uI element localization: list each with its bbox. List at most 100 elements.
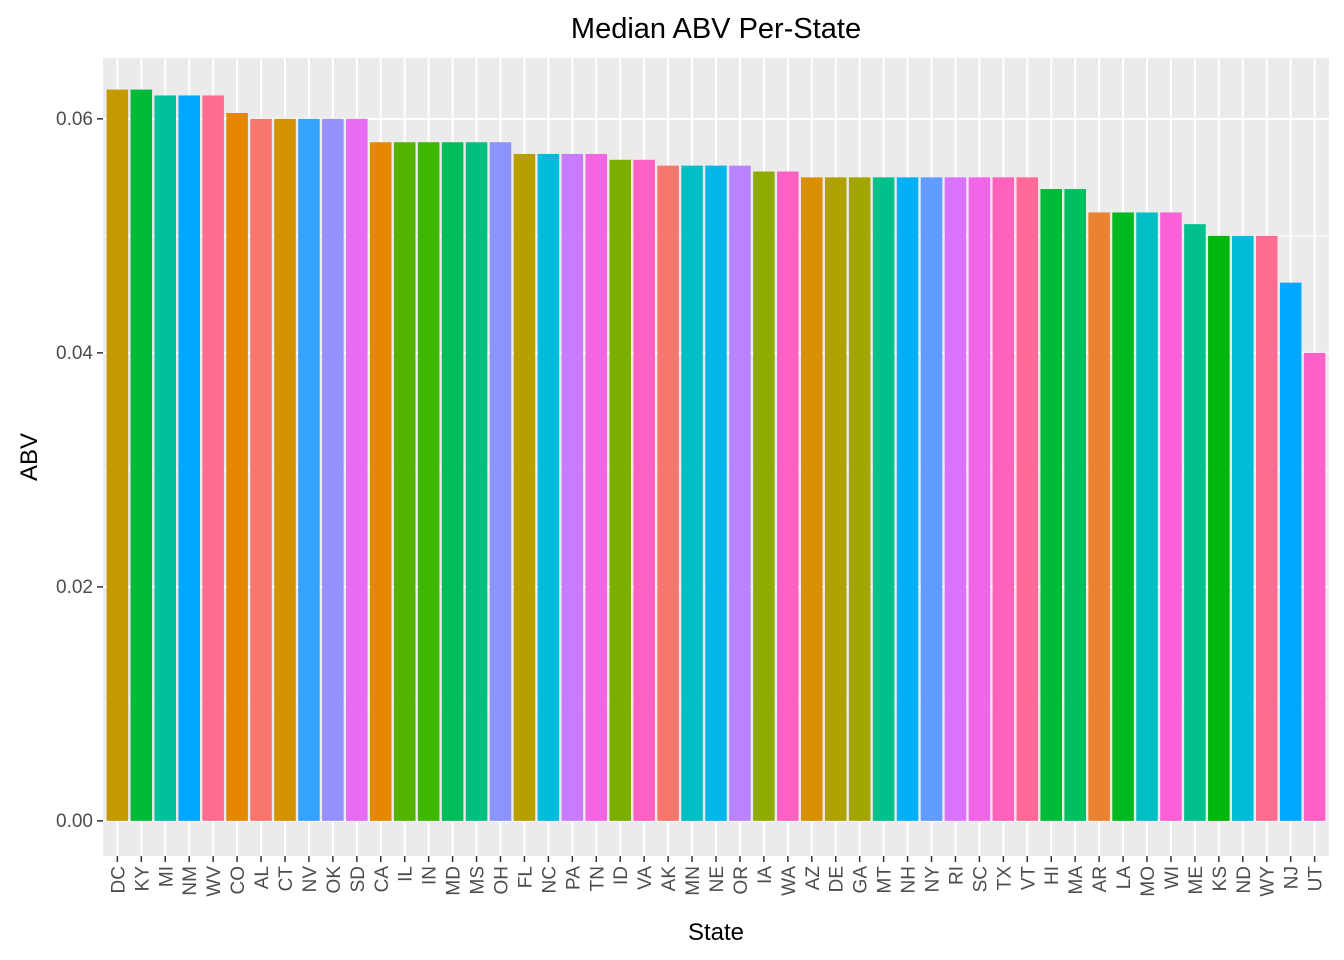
x-tick-label: PA <box>563 866 584 890</box>
bar-nc <box>537 153 560 821</box>
x-tick-label: HI <box>1042 866 1063 885</box>
x-tick-label: NE <box>707 866 728 892</box>
bar-la <box>1112 212 1134 821</box>
bar-ut <box>1303 352 1326 821</box>
y-axis: 0.00 0.02 0.04 0.06 <box>56 109 103 832</box>
x-tick-label: NJ <box>1282 866 1303 889</box>
y-tick-label: 0.04 <box>56 343 93 364</box>
bar-nd <box>1232 235 1254 821</box>
bar-va <box>633 159 655 821</box>
x-tick-label: SC <box>970 866 991 892</box>
bar-wy <box>1255 235 1278 821</box>
x-tick-label: IL <box>396 866 417 882</box>
bar-co <box>226 112 248 821</box>
x-tick-label: CO <box>228 866 249 895</box>
y-tick-label: 0.00 <box>56 811 93 832</box>
x-tick-label: WY <box>1258 866 1279 897</box>
bar-or <box>729 165 751 821</box>
bar-mn <box>681 165 703 821</box>
x-tick-label: AR <box>1090 866 1111 892</box>
x-tick-label: AK <box>659 866 680 892</box>
x-tick-label: TN <box>587 866 608 891</box>
bar-vt <box>1016 177 1039 821</box>
bar-ak <box>657 165 679 821</box>
bar-sd <box>346 118 368 821</box>
x-tick-label: VT <box>1018 866 1039 891</box>
bar-nv <box>298 118 320 821</box>
bar-dc <box>106 89 129 821</box>
x-tick-label: NM <box>180 866 201 896</box>
x-axis-title: State <box>688 919 744 946</box>
bar-mi <box>154 95 177 821</box>
bar-hi <box>1040 189 1063 821</box>
x-tick-label: MT <box>875 866 896 894</box>
bar-de <box>824 177 847 821</box>
y-axis-title: ABV <box>16 433 43 481</box>
bar-ca <box>369 142 392 821</box>
bar-mt <box>872 177 895 821</box>
x-tick-label: VA <box>635 866 656 890</box>
x-tick-label: MS <box>468 866 489 895</box>
x-tick-label: NH <box>899 866 920 893</box>
bar-nj <box>1279 282 1302 821</box>
x-tick-label: OR <box>731 866 752 895</box>
bar-ar <box>1088 212 1110 821</box>
bar-in <box>417 142 440 821</box>
bar-ct <box>274 118 296 821</box>
y-tick-label: 0.02 <box>56 577 93 598</box>
x-tick-label: AZ <box>803 866 824 891</box>
bars <box>106 89 1326 821</box>
bar-wv <box>202 95 224 821</box>
bar-ms <box>465 142 488 821</box>
bar-ky <box>130 89 153 821</box>
x-tick-label: MN <box>683 866 704 896</box>
x-tick-label: CT <box>276 866 297 892</box>
bar-ny <box>920 177 943 821</box>
x-tick-label: TX <box>994 866 1015 891</box>
bar-fl <box>513 153 536 821</box>
bar-pa <box>561 153 584 821</box>
bar-al <box>250 118 272 821</box>
x-tick-label: NC <box>539 866 560 893</box>
x-tick-label: KY <box>132 866 153 892</box>
bar-ne <box>705 165 727 821</box>
x-tick-label: RI <box>946 866 967 885</box>
x-tick-label: MD <box>444 866 465 896</box>
x-tick-label: ME <box>1186 866 1207 895</box>
x-tick-label: WV <box>204 866 225 897</box>
x-tick-label: GA <box>851 866 872 894</box>
bar-ga <box>848 177 871 821</box>
x-tick-label: MI <box>156 866 177 887</box>
x-tick-label: OK <box>324 866 345 894</box>
x-tick-label: LA <box>1114 866 1135 890</box>
bar-az <box>801 177 823 821</box>
x-tick-label: FL <box>515 866 536 888</box>
x-tick-label: CA <box>372 866 393 893</box>
x-tick-label: KS <box>1210 866 1231 891</box>
bar-ia <box>753 171 775 821</box>
x-tick-label: MO <box>1138 866 1159 897</box>
bar-ok <box>322 118 344 821</box>
x-tick-label: IN <box>420 866 441 885</box>
bar-oh <box>489 142 512 821</box>
x-tick-label: AL <box>252 866 273 889</box>
x-axis: DC KY MI NM WV CO AL CT NV OK SD CA IL IN MD MS OH FL NC PA… <box>108 856 1327 897</box>
bar-nh <box>896 177 919 821</box>
bar-ri <box>944 177 967 821</box>
x-tick-label: NV <box>300 866 321 893</box>
bar-sc <box>968 177 991 821</box>
x-tick-label: SD <box>348 866 369 892</box>
x-tick-label: NY <box>923 866 944 893</box>
x-tick-label: UT <box>1306 866 1327 892</box>
bar-mo <box>1136 212 1158 821</box>
bar-wa <box>777 171 799 821</box>
x-tick-label: IA <box>755 866 776 884</box>
bar-il <box>393 142 416 821</box>
x-tick-label: DC <box>108 866 129 893</box>
y-tick-label: 0.06 <box>56 109 93 130</box>
bar-id <box>609 159 631 821</box>
bar-ks <box>1208 235 1230 821</box>
bar-tx <box>992 177 1015 821</box>
bar-nm <box>178 95 200 821</box>
